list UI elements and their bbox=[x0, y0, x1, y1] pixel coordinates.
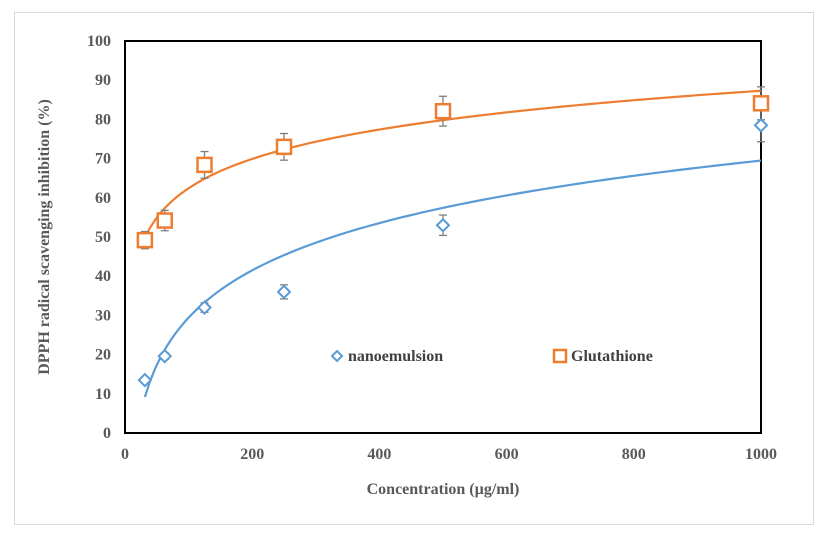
x-tick-label: 600 bbox=[495, 446, 519, 463]
y-tick-labels: 0 10 20 30 40 50 60 70 80 90 100 bbox=[87, 33, 111, 442]
y-tick-label: 100 bbox=[87, 33, 111, 50]
legend-diamond-icon bbox=[330, 349, 344, 363]
y-tick-label: 90 bbox=[95, 72, 111, 89]
data-point-nanoemulsion bbox=[137, 372, 153, 388]
legend-item-nanoemulsion: nanoemulsion bbox=[330, 348, 443, 365]
data-point-nanoemulsion bbox=[157, 348, 173, 364]
y-tick-label: 80 bbox=[95, 111, 111, 128]
y-tick-label: 30 bbox=[95, 307, 111, 324]
x-tick-label: 200 bbox=[240, 446, 264, 463]
legend-label: Glutathione bbox=[571, 348, 653, 365]
y-tick-label: 0 bbox=[103, 425, 111, 442]
trendline-nanoemulsion bbox=[143, 159, 762, 398]
chart: 0 10 20 30 40 50 60 70 80 90 100 0 200 400 600 800 1000… bbox=[36, 33, 777, 498]
data-point-Glutathione bbox=[196, 156, 213, 174]
data-point-Glutathione bbox=[136, 231, 154, 249]
trendlines bbox=[143, 89, 762, 398]
data-markers bbox=[136, 95, 770, 388]
legend-square-icon bbox=[552, 348, 568, 364]
legend: nanoemulsion Glutathione bbox=[330, 348, 653, 365]
y-tick-label: 20 bbox=[95, 347, 111, 364]
data-point-nanoemulsion bbox=[753, 117, 769, 133]
data-point-Glutathione bbox=[752, 95, 770, 112]
y-tick-label: 60 bbox=[95, 190, 111, 207]
data-point-nanoemulsion bbox=[197, 300, 212, 315]
y-tick-label: 40 bbox=[95, 268, 111, 285]
data-point-nanoemulsion bbox=[435, 217, 451, 233]
data-point-Glutathione bbox=[156, 212, 173, 229]
y-tick-label: 50 bbox=[95, 229, 111, 246]
x-axis-title: Concentration (µg/ml) bbox=[367, 481, 520, 498]
data-point-Glutathione bbox=[275, 138, 293, 156]
x-tick-label: 400 bbox=[367, 446, 391, 463]
trendline-Glutathione bbox=[143, 89, 762, 239]
y-axis-title: DPPH radical scavenging inhibition (%) bbox=[36, 99, 53, 375]
data-point-Glutathione bbox=[434, 102, 452, 120]
data-point-nanoemulsion bbox=[276, 284, 292, 300]
x-tick-label: 0 bbox=[121, 446, 129, 463]
legend-label: nanoemulsion bbox=[348, 348, 443, 365]
chart-frame: 0 10 20 30 40 50 60 70 80 90 100 0 200 400 600 800 1000… bbox=[14, 12, 814, 525]
y-tick-label: 10 bbox=[95, 386, 111, 403]
x-tick-labels: 0 200 400 600 800 1000 bbox=[121, 446, 777, 463]
legend-item-Glutathione: Glutathione bbox=[552, 348, 653, 365]
x-tick-label: 800 bbox=[622, 446, 646, 463]
y-tick-label: 70 bbox=[95, 151, 111, 168]
x-tick-label: 1000 bbox=[745, 446, 777, 463]
